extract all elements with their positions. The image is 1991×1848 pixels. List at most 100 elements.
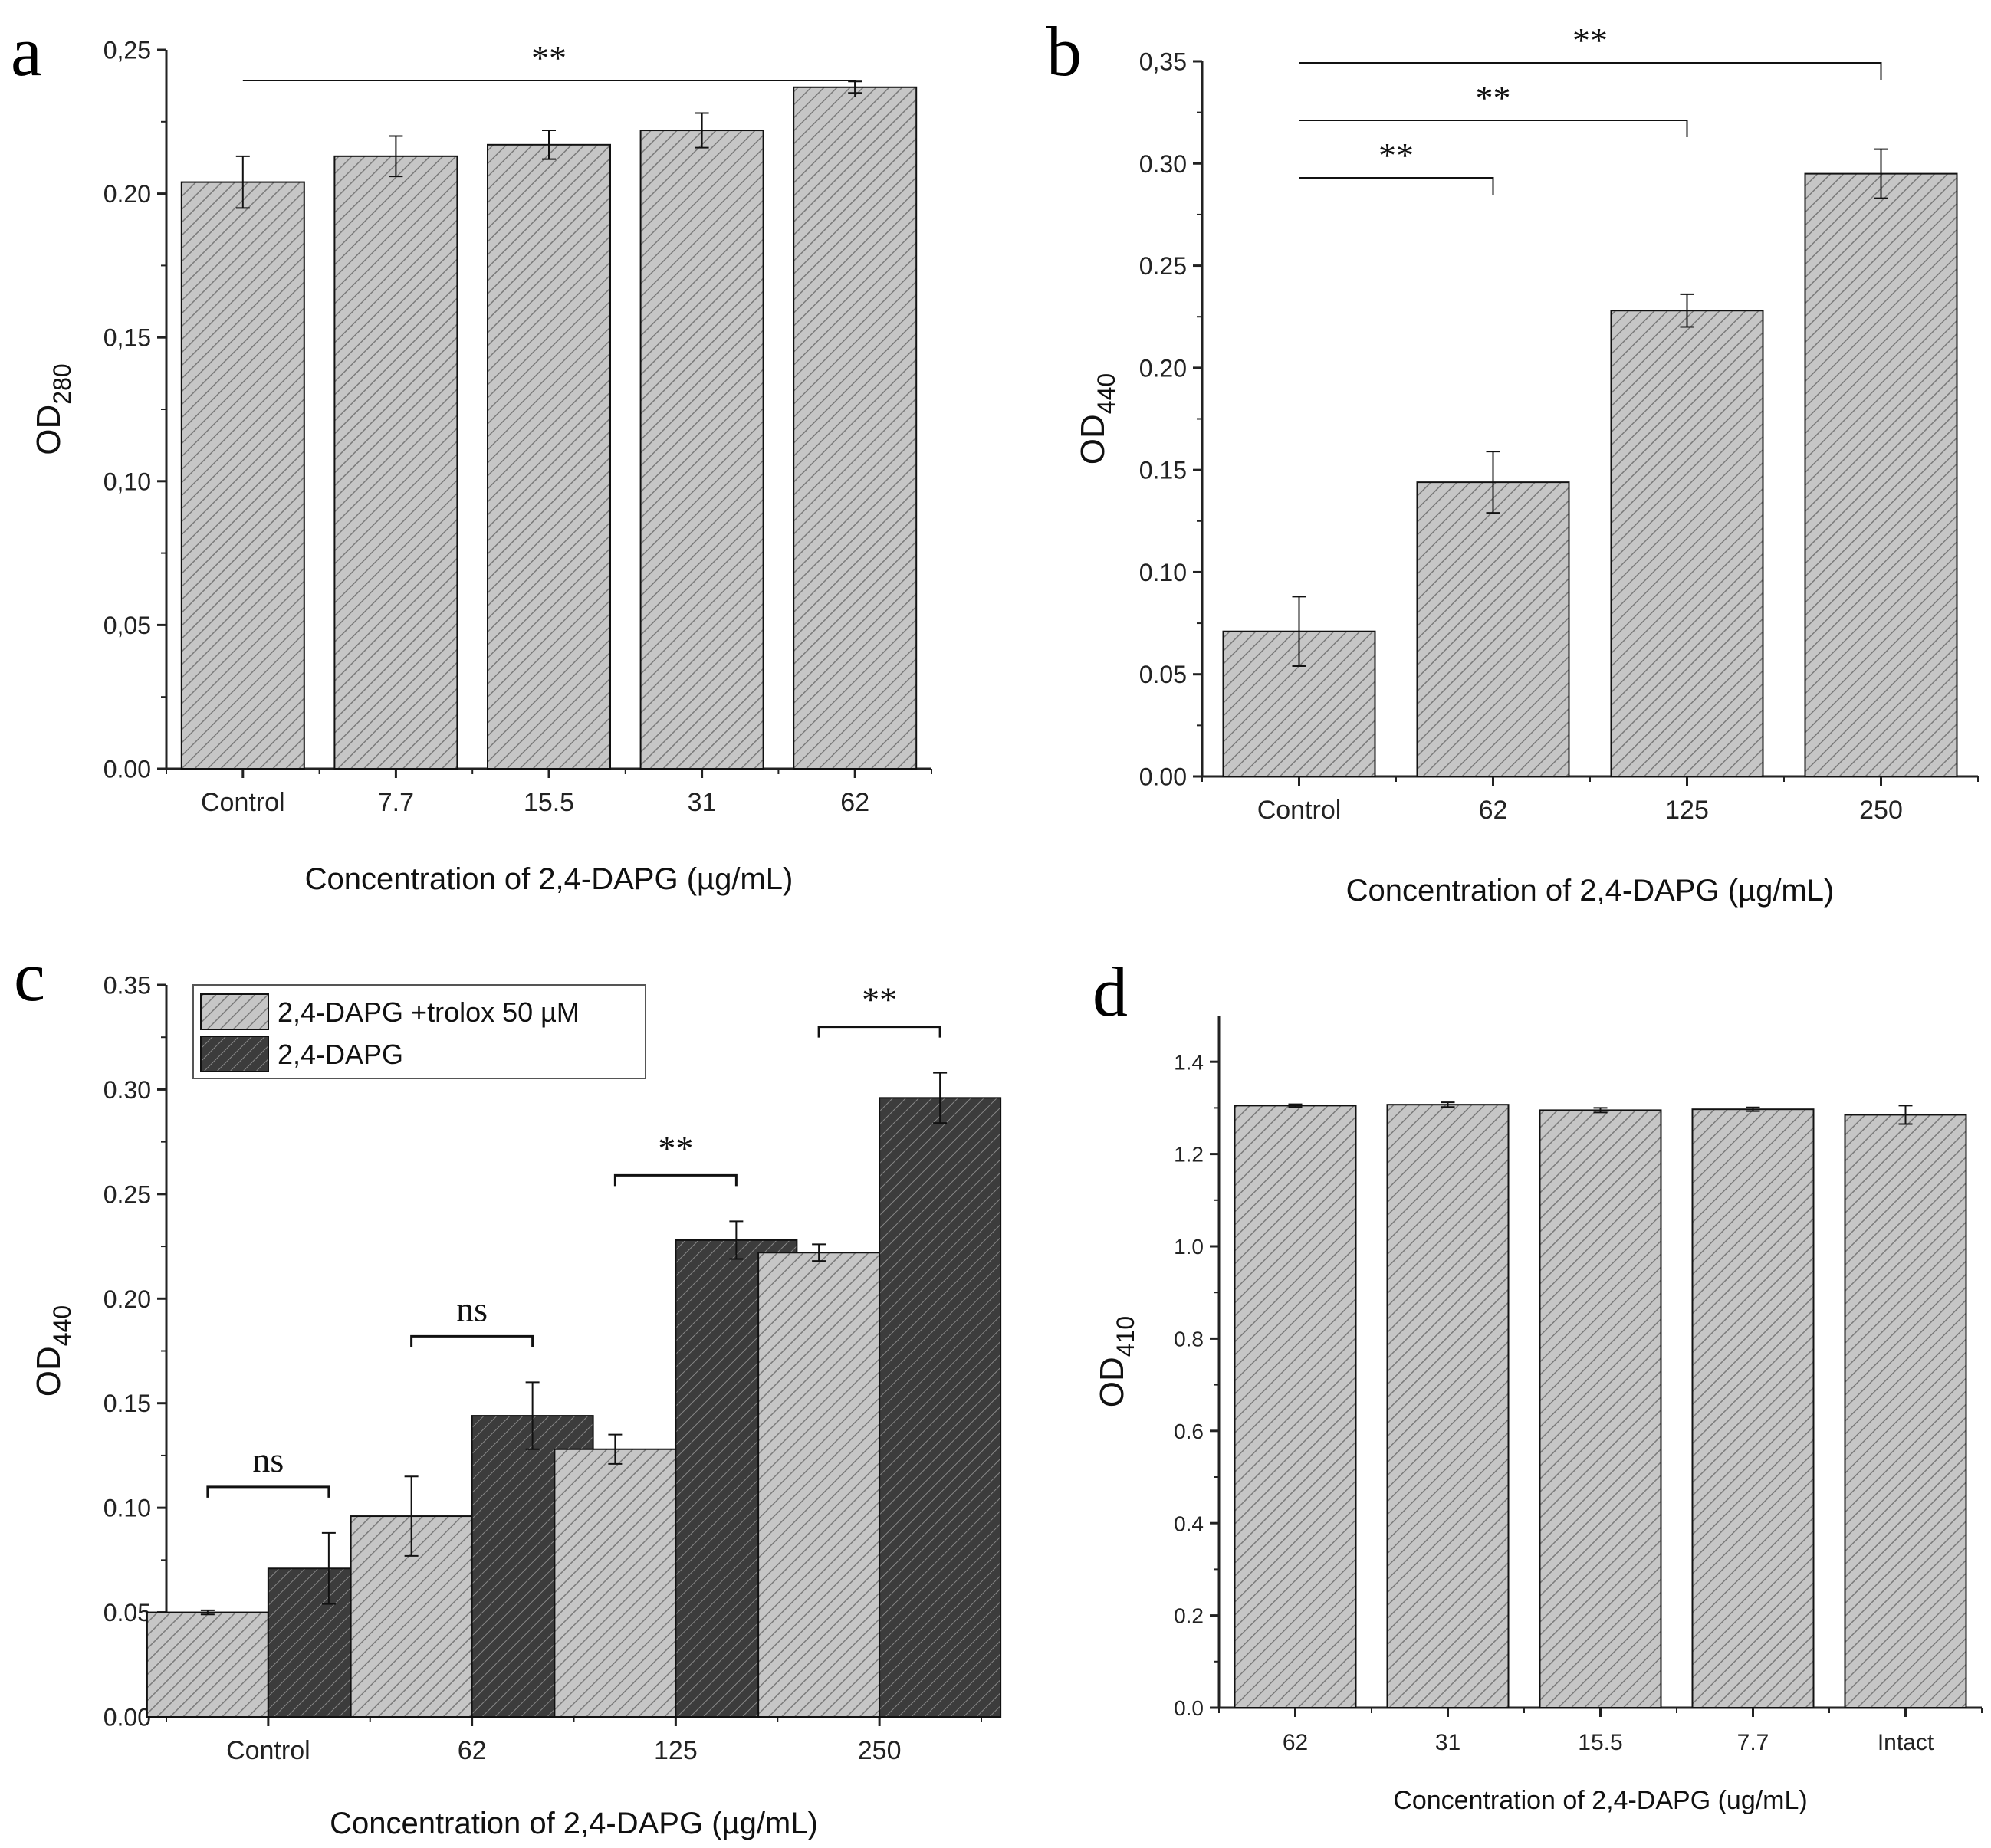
c-y-axis-title-main: OD	[30, 1346, 67, 1397]
b-y-axis-title-sub: 440	[1092, 373, 1120, 414]
panel-letter-b: b	[1046, 12, 1082, 90]
c-y-tick-label: 0.15	[103, 1390, 151, 1417]
c-y-tick-label: 0.30	[103, 1076, 151, 1104]
b-x-tick-label: Control	[1257, 796, 1342, 825]
c-y-tick-label: 0.00	[103, 1704, 151, 1731]
d-y-tick-label: 0.2	[1174, 1604, 1204, 1628]
d-y-tick-label: 0.6	[1174, 1420, 1204, 1443]
b-significance-label: **	[1378, 136, 1414, 175]
c-y-tick-label: 0.25	[103, 1180, 151, 1208]
b-y-axis-title-main: OD	[1074, 414, 1112, 464]
a-y-axis-title: OD280	[30, 363, 76, 455]
b-x-tick-label: 125	[1665, 796, 1709, 825]
a-bar	[639, 130, 764, 770]
c-legend-swatch	[200, 993, 269, 1030]
d-y-tick-label: 0.0	[1174, 1696, 1204, 1720]
c-y-tick-label: 0.05	[103, 1599, 151, 1626]
b-y-tick-label: 0.20	[1139, 354, 1187, 382]
a-x-axis-title: Concentration of 2,4-DAPG (µg/mL)	[305, 862, 793, 896]
c-significance-label: ns	[252, 1440, 284, 1479]
b-bar	[1416, 481, 1570, 777]
b-significance-line	[1299, 62, 1882, 80]
d-bar	[1234, 1105, 1357, 1708]
a-bar	[333, 155, 458, 770]
b-significance-label: **	[1476, 78, 1511, 117]
c-x-tick-label: 250	[858, 1736, 902, 1765]
d-y-axis-title-sub: 410	[1112, 1316, 1139, 1357]
b-y-tick-label: 0.15	[1139, 457, 1187, 484]
c-legend-label: 2,4-DAPG +trolox 50 µM	[278, 996, 580, 1028]
c-y-tick-label: 0.10	[103, 1495, 151, 1522]
c-significance-label: ns	[456, 1289, 488, 1328]
d-y-tick-label: 1.2	[1174, 1143, 1204, 1167]
a-y-tick-label: 0,25	[103, 37, 151, 64]
c-legend-label: 2,4-DAPG	[278, 1039, 403, 1070]
b-y-tick-label: 0.00	[1139, 763, 1187, 791]
c-bar-s0	[554, 1448, 677, 1718]
panel-c-chart: 0.00 0.05 0.10 0.15 0.20 0.25 0.30 0.35 Control 6…	[30, 972, 1002, 1840]
panel-letter-a: a	[11, 12, 42, 90]
a-y-tick-label: 0.20	[103, 180, 151, 208]
d-bar	[1844, 1114, 1967, 1709]
b-x-axis-title: Concentration of 2,4-DAPG (µg/mL)	[1346, 874, 1835, 908]
b-bar	[1610, 310, 1764, 777]
a-bar	[180, 181, 305, 770]
d-bar	[1386, 1104, 1510, 1709]
a-x-tick-label: 15.5	[524, 788, 574, 817]
panel-d-chart: 0.0 0.2 0.4 0.6 0.8 1.0 1.2 1.4 62 31 15.5 7.7 Intac…	[1093, 1016, 1983, 1815]
a-significance-label: **	[531, 38, 567, 77]
c-x-tick-label: 125	[654, 1736, 698, 1765]
a-y-tick-label: 0,15	[103, 324, 151, 352]
d-bar	[1691, 1108, 1815, 1709]
c-significance-bracket	[817, 1026, 941, 1038]
d-x-tick-label: 15.5	[1578, 1730, 1622, 1755]
a-significance-line	[242, 80, 856, 97]
b-x-tick-label: 250	[1859, 796, 1903, 825]
c-bar-s1	[879, 1097, 1002, 1718]
d-bar	[1539, 1109, 1662, 1709]
d-y-axis-title-main: OD	[1093, 1357, 1131, 1407]
d-y-tick-label: 1.0	[1174, 1235, 1204, 1259]
d-y-tick-label: 1.4	[1174, 1050, 1204, 1074]
a-x-tick-label: 31	[688, 788, 717, 817]
b-y-tick-label: 0.05	[1139, 661, 1187, 688]
a-x-tick-label: 7.7	[378, 788, 414, 817]
a-y-tick-label: 0,10	[103, 468, 151, 495]
d-y-tick-label: 0.8	[1174, 1327, 1204, 1351]
d-y-axis-title: OD410	[1093, 1316, 1139, 1407]
c-significance-bracket	[206, 1485, 330, 1498]
c-bar-s0	[146, 1611, 269, 1718]
d-x-tick-label: 62	[1283, 1730, 1308, 1755]
a-bar	[487, 143, 611, 770]
b-bar	[1804, 172, 1958, 778]
b-y-tick-label: 0.30	[1139, 150, 1187, 178]
a-bar	[793, 86, 918, 770]
c-significance-bracket	[410, 1334, 534, 1347]
c-significance-label: **	[862, 980, 897, 1019]
d-x-tick-label: 7.7	[1737, 1730, 1769, 1755]
a-y-tick-label: 0,05	[103, 612, 151, 639]
b-y-tick-label: 0.25	[1139, 252, 1187, 280]
a-x-tick-label: 62	[840, 788, 869, 817]
a-x-tick-label: Control	[201, 788, 285, 817]
panel-letter-c: c	[14, 937, 45, 1016]
c-x-tick-label: Control	[226, 1736, 310, 1765]
a-y-axis-title-main: OD	[30, 405, 67, 455]
c-y-tick-label: 0.35	[103, 972, 151, 999]
c-legend-swatch	[200, 1036, 269, 1072]
d-x-tick-label: 31	[1435, 1730, 1460, 1755]
panel-letter-d: d	[1092, 953, 1128, 1031]
d-x-axis-title: Concentration of 2,4-DAPG (ug/mL)	[1393, 1786, 1807, 1815]
a-y-tick-label: 0.00	[103, 756, 151, 783]
d-y-tick-label: 0.4	[1174, 1512, 1204, 1535]
panel-a-chart: 0.00 0,05 0,10 0,15 0.20 0,25 Control 7.7 15.5 31…	[30, 37, 932, 896]
a-y-axis-title-sub: 280	[48, 363, 76, 404]
b-y-tick-label: 0,35	[1139, 48, 1187, 76]
c-x-axis-title: Concentration of 2,4-DAPG (µg/mL)	[330, 1807, 818, 1840]
b-y-axis-title: OD440	[1074, 373, 1120, 464]
d-x-tick-label: Intact	[1878, 1730, 1934, 1755]
b-significance-line	[1299, 177, 1494, 195]
b-x-tick-label: 62	[1479, 796, 1508, 825]
c-y-axis-title-sub: 440	[48, 1305, 76, 1346]
